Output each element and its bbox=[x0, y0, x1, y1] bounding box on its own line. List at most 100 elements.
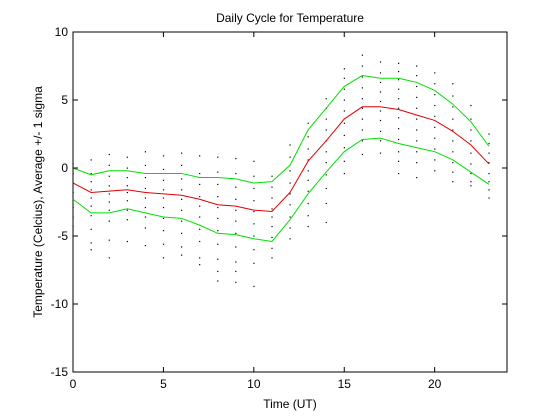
observation-dot bbox=[416, 96, 418, 98]
observation-dot bbox=[144, 164, 147, 166]
observation-dot bbox=[181, 164, 183, 166]
observation-dot bbox=[398, 117, 400, 119]
observation-dot bbox=[235, 232, 237, 234]
observation-dot bbox=[162, 243, 165, 245]
observation-dot bbox=[416, 107, 418, 109]
lower-sigma-line bbox=[72, 137, 490, 242]
observation-dot bbox=[144, 151, 147, 153]
observation-dot bbox=[144, 206, 147, 209]
observation-dot bbox=[235, 261, 237, 263]
observation-dot bbox=[199, 205, 201, 207]
observation-dot bbox=[434, 115, 436, 118]
observation-dot bbox=[379, 72, 382, 74]
observation-dot bbox=[126, 209, 128, 211]
observation-dot bbox=[181, 189, 183, 191]
observation-dot bbox=[361, 65, 364, 67]
observation-dot bbox=[217, 243, 219, 245]
observation-dot bbox=[325, 202, 327, 205]
observation-dot bbox=[289, 170, 291, 172]
observation-dot bbox=[90, 159, 92, 161]
observation-dot bbox=[398, 98, 400, 100]
observation-dot bbox=[235, 157, 237, 160]
observation-dot bbox=[253, 175, 255, 177]
observation-dot bbox=[90, 215, 92, 217]
y-axis-label: Temperature (Celcius), Average +/- 1 sig… bbox=[31, 86, 45, 318]
observation-dot bbox=[343, 147, 345, 149]
observation-dot bbox=[343, 68, 345, 70]
observation-dot bbox=[361, 140, 364, 142]
observation-dot bbox=[434, 104, 436, 107]
observation-dot bbox=[199, 228, 201, 230]
observation-dot bbox=[488, 181, 490, 183]
observation-dot bbox=[434, 126, 436, 128]
observation-dot bbox=[108, 175, 110, 177]
observation-dot bbox=[470, 152, 472, 154]
observation-dot bbox=[452, 151, 454, 153]
observation-dot bbox=[126, 156, 128, 158]
observation-dot bbox=[126, 219, 128, 221]
observation-dot bbox=[416, 118, 418, 120]
observation-dot bbox=[253, 235, 255, 237]
y-tick-label: -5 bbox=[57, 229, 68, 243]
observation-dot bbox=[108, 209, 110, 211]
observation-dot bbox=[144, 227, 147, 229]
observation-dot bbox=[379, 119, 382, 122]
observation-dot bbox=[199, 257, 201, 259]
observation-dot bbox=[452, 118, 454, 120]
observation-dot bbox=[361, 98, 364, 100]
observation-dot bbox=[452, 106, 454, 108]
observation-dot bbox=[416, 129, 418, 131]
observation-dot bbox=[271, 236, 273, 239]
observation-dot bbox=[470, 185, 472, 187]
observation-dot bbox=[307, 170, 309, 172]
series-lines bbox=[72, 74, 490, 242]
observation-dot bbox=[181, 220, 183, 222]
observation-dot bbox=[452, 171, 454, 173]
observation-dot bbox=[398, 151, 400, 153]
observation-dot bbox=[325, 151, 327, 153]
observation-dot bbox=[217, 258, 219, 260]
observation-dot bbox=[144, 177, 147, 179]
observation-dots bbox=[72, 54, 490, 288]
observation-dot bbox=[126, 240, 128, 243]
observation-dot bbox=[253, 160, 255, 162]
observation-dot bbox=[488, 197, 490, 199]
observation-dot bbox=[126, 185, 128, 187]
observation-dot bbox=[398, 88, 400, 90]
observation-dot bbox=[108, 220, 110, 222]
x-tick-label: 0 bbox=[70, 377, 77, 391]
observation-dot bbox=[144, 216, 147, 218]
plot-area: 0 5 10 15 20 -15 -10 -5 0 5 10 bbox=[51, 25, 508, 391]
observation-dot bbox=[379, 61, 382, 63]
observation-dot bbox=[307, 148, 309, 150]
observation-dot bbox=[235, 270, 237, 273]
observation-dot bbox=[470, 140, 472, 142]
observation-dot bbox=[181, 152, 183, 154]
observation-dot bbox=[144, 187, 147, 190]
observation-dot bbox=[289, 156, 291, 158]
observation-dot bbox=[126, 167, 128, 169]
observation-dot bbox=[470, 163, 472, 165]
observation-dot bbox=[488, 162, 490, 164]
observation-dot bbox=[199, 264, 201, 266]
observation-dot bbox=[253, 223, 255, 225]
observation-dot bbox=[253, 262, 255, 264]
observation-dot bbox=[325, 162, 327, 164]
x-tick-label: 10 bbox=[247, 377, 261, 391]
observation-dot bbox=[289, 182, 291, 184]
observation-dot bbox=[162, 257, 165, 259]
observation-dot bbox=[416, 75, 418, 77]
observation-dot bbox=[72, 225, 74, 228]
observation-dot bbox=[289, 204, 291, 206]
observation-dot bbox=[108, 193, 110, 195]
observation-dot bbox=[217, 217, 219, 220]
observation-dot bbox=[470, 104, 472, 107]
observation-dot bbox=[452, 95, 454, 97]
x-axis-label: Time (UT) bbox=[263, 397, 317, 411]
observation-dot bbox=[488, 133, 490, 135]
observation-dot bbox=[325, 118, 327, 120]
observation-dot bbox=[343, 160, 345, 162]
observation-dot bbox=[108, 257, 110, 259]
average-line bbox=[72, 106, 490, 213]
observation-dot bbox=[162, 206, 165, 209]
